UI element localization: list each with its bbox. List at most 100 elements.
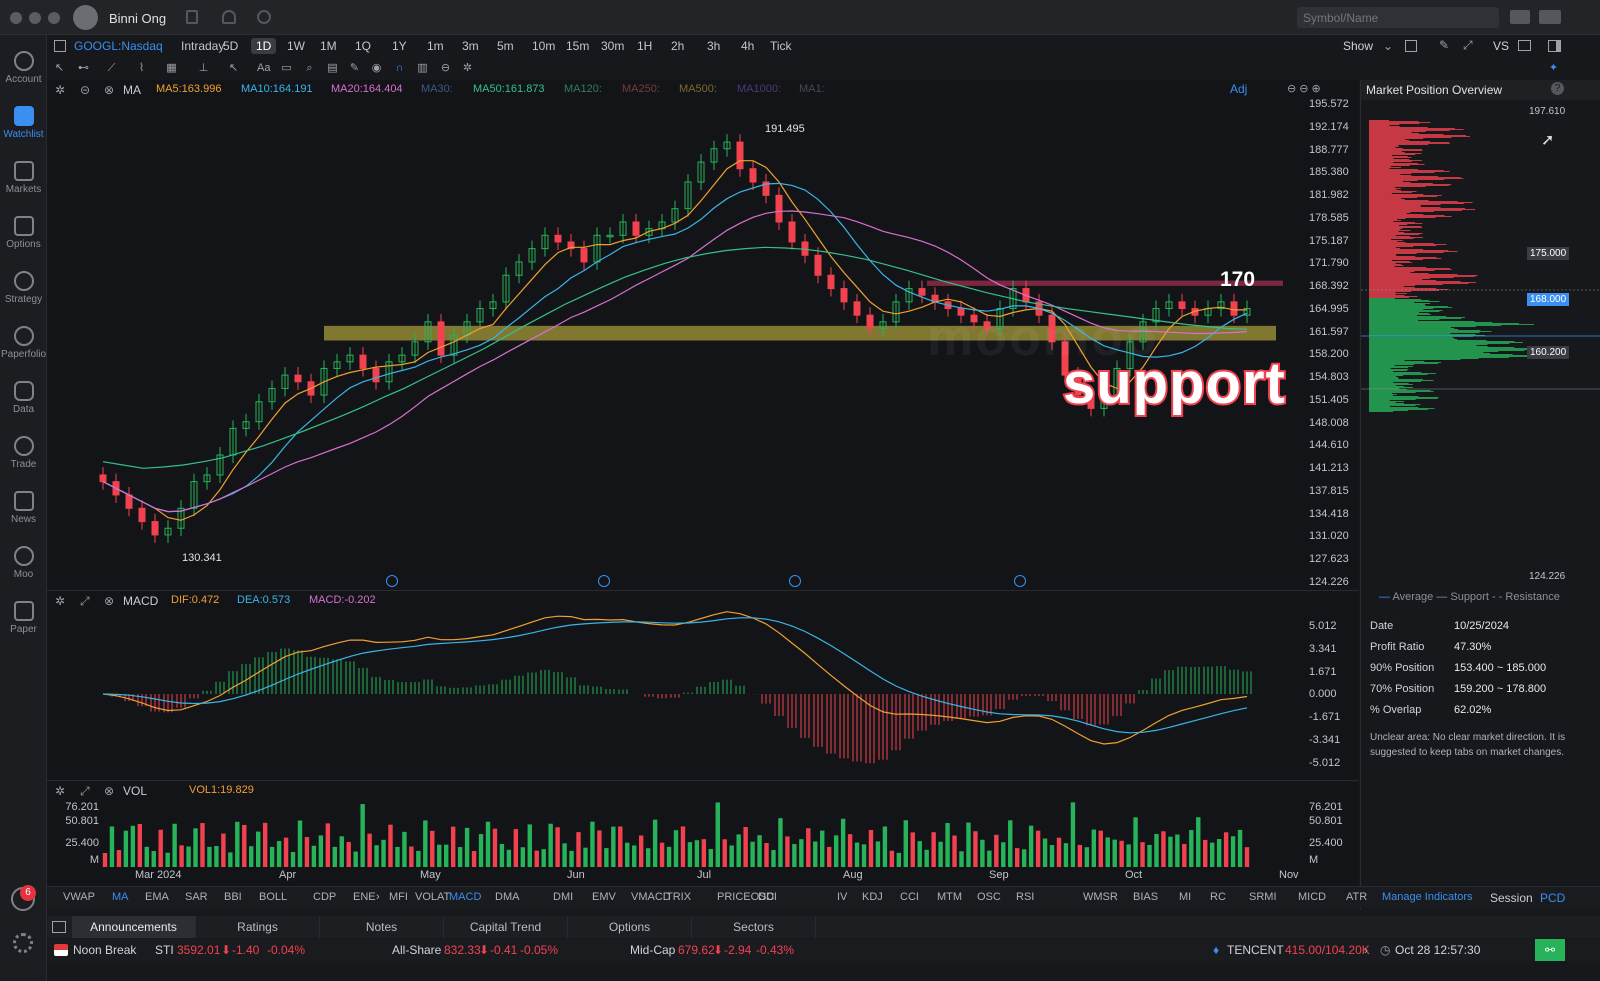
sidebar-item-data[interactable]: Data — [0, 375, 47, 429]
search-icon[interactable]: ⌕ — [306, 62, 313, 74]
zoom-out-icon[interactable]: ⊖ ⊖ ⊕ — [1287, 83, 1321, 95]
vol-close-icon[interactable]: ⊗ — [104, 784, 115, 798]
tab-options[interactable]: Options — [568, 916, 692, 938]
collapse-icon[interactable]: ⊝ — [80, 83, 91, 97]
event-marker[interactable] — [1014, 575, 1026, 587]
indicator-trix[interactable]: TRIX — [666, 891, 692, 903]
chart-settings-icon[interactable]: ✲ — [55, 83, 66, 97]
indicator-cdp[interactable]: CDP — [313, 891, 337, 903]
tab-sectors[interactable]: Sectors — [692, 916, 816, 938]
avatar[interactable] — [73, 5, 98, 30]
link-icon[interactable]: ⊖ — [440, 62, 451, 74]
tab-ratings[interactable]: Ratings — [196, 916, 320, 938]
headset-icon[interactable] — [257, 10, 271, 24]
cursor-icon[interactable]: ↖ — [54, 62, 65, 74]
sidebar-item-options[interactable]: Options — [0, 210, 47, 264]
timeframe-tab-2h[interactable]: 2h — [671, 39, 685, 53]
pen-icon[interactable]: ✎ — [1439, 38, 1450, 52]
indicator-iv[interactable]: IV — [837, 891, 848, 903]
indicator-osc[interactable]: OSC — [977, 891, 1001, 903]
timeframe-tab-tick[interactable]: Tick — [770, 39, 792, 53]
tab-announcements[interactable]: Announcements — [72, 916, 196, 938]
sti-label[interactable]: STI — [155, 943, 174, 957]
allshare-label[interactable]: All-Share — [392, 943, 442, 957]
calendar-tool-icon[interactable]: ▤ — [327, 62, 338, 74]
timeframe-tab-3m[interactable]: 3m — [462, 39, 479, 53]
macd-expand-icon[interactable]: ⤢ — [80, 594, 90, 608]
event-marker[interactable] — [598, 575, 610, 587]
tab-notes[interactable]: Notes — [320, 916, 444, 938]
zoom-window-button[interactable] — [48, 12, 60, 24]
indicator-rc[interactable]: RC — [1210, 891, 1226, 903]
main-indicator-dropdown[interactable]: MA — [123, 83, 141, 97]
trend-tool-icon[interactable]: ⟋ — [107, 62, 116, 74]
vol-dropdown[interactable]: VOL — [123, 784, 148, 798]
session-button[interactable]: Session — [1490, 891, 1533, 905]
timeframe-tab-1m[interactable]: 1M — [320, 39, 337, 53]
settings-gear-icon[interactable] — [13, 933, 33, 953]
connection-status-icon[interactable]: ⚯ — [1535, 939, 1565, 961]
timeframe-tab-1d[interactable]: 1D — [251, 38, 277, 54]
volume-panel[interactable]: ✲ ⤢ ⊗ VOL VOL1:19.829 76.201 50.801 25.400… — [47, 780, 1358, 886]
fullscreen-icon[interactable]: ⤢ — [1463, 38, 1473, 52]
pcd-button[interactable]: PCD — [1540, 891, 1566, 905]
macd-dropdown[interactable]: MACD — [123, 594, 159, 608]
chevron-right-icon[interactable]: › — [1364, 943, 1368, 957]
indicator-boll[interactable]: BOLL — [259, 891, 288, 903]
timeframe-tab-4h[interactable]: 4h — [741, 39, 755, 53]
pin-icon[interactable]: ✦ — [1548, 62, 1559, 74]
chart-type-icon[interactable] — [1405, 40, 1417, 52]
sidebar-item-news[interactable]: News — [0, 485, 47, 539]
macd-close-icon[interactable]: ⊗ — [104, 594, 115, 608]
timeframe-tab-1h[interactable]: 1H — [637, 39, 653, 53]
show-dropdown[interactable]: Show — [1343, 39, 1374, 53]
timeframe-tab-1q[interactable]: 1Q — [355, 39, 372, 53]
help-icon[interactable]: ? — [1551, 82, 1564, 95]
trash-icon[interactable]: ▥ — [417, 62, 428, 74]
sidebar-item-trade[interactable]: Trade — [0, 430, 47, 484]
indicator-dma[interactable]: DMA — [495, 891, 520, 903]
sidebar-item-watchlist[interactable]: Watchlist — [0, 100, 47, 154]
event-marker[interactable] — [386, 575, 398, 587]
midcap-label[interactable]: Mid-Cap — [630, 943, 676, 957]
indicator-priceosc[interactable]: PRICEOSC — [717, 891, 775, 903]
wave-tool-icon[interactable]: ⌇ — [138, 62, 145, 74]
indicator-mfi[interactable]: MFI — [389, 891, 408, 903]
line-tool-icon[interactable]: ⊷ — [78, 62, 89, 74]
macd-settings-icon[interactable]: ✲ — [55, 594, 66, 608]
magnet-icon[interactable]: ∩ — [395, 62, 404, 74]
sidebar-item-strategy[interactable]: Strategy — [0, 265, 47, 319]
sidebar-item-moo[interactable]: Moo — [0, 540, 47, 594]
panel-collapse-icon[interactable] — [52, 921, 66, 933]
indicator-ddi[interactable]: DDI — [758, 891, 777, 903]
eye-icon[interactable]: ◉ — [371, 62, 382, 74]
indicator-micd[interactable]: MICD — [1298, 891, 1327, 903]
indicator-macd[interactable]: MACD — [449, 891, 482, 903]
indicator-ene[interactable]: ENE — [353, 891, 376, 903]
symbol-label[interactable]: GOOGL:Nasdaq — [74, 39, 163, 53]
indicator-dmi[interactable]: DMI — [553, 891, 574, 903]
indicator-bias[interactable]: BIAS — [1133, 891, 1159, 903]
sidebar-item-markets[interactable]: Markets — [0, 155, 47, 209]
sidebar-item-account[interactable]: Account — [0, 45, 47, 99]
indicator-bbi[interactable]: BBI — [224, 891, 242, 903]
timeframe-tab-intraday[interactable]: Intraday — [181, 39, 225, 53]
timeframe-tab-3h[interactable]: 3h — [707, 39, 721, 53]
indicator-kdj[interactable]: KDJ — [862, 891, 883, 903]
indicator-vmacd[interactable]: VMACD — [631, 891, 671, 903]
close-indicator-icon[interactable]: ⊗ — [104, 83, 115, 97]
indicator-volat[interactable]: VOLAT — [415, 891, 451, 903]
timeframe-tab-5d[interactable]: 5D — [223, 39, 239, 53]
compare-vs-button[interactable]: VS — [1493, 39, 1510, 53]
panel-toggle-icon[interactable] — [1548, 40, 1561, 52]
minimize-window-button[interactable] — [29, 12, 41, 24]
adjust-dropdown[interactable]: Adj — [1230, 82, 1248, 96]
bell-icon[interactable] — [222, 10, 236, 24]
close-window-button[interactable] — [10, 12, 22, 24]
vol-expand-icon[interactable]: ⤢ — [80, 784, 90, 798]
indicator-rsi[interactable]: RSI — [1016, 891, 1035, 903]
indicator-srmi[interactable]: SRMI — [1249, 891, 1277, 903]
sidebar-item-paperfolio[interactable]: Paperfolio — [0, 320, 47, 374]
lock-icon[interactable] — [186, 10, 198, 24]
layout-toggle-icon[interactable] — [54, 40, 66, 52]
